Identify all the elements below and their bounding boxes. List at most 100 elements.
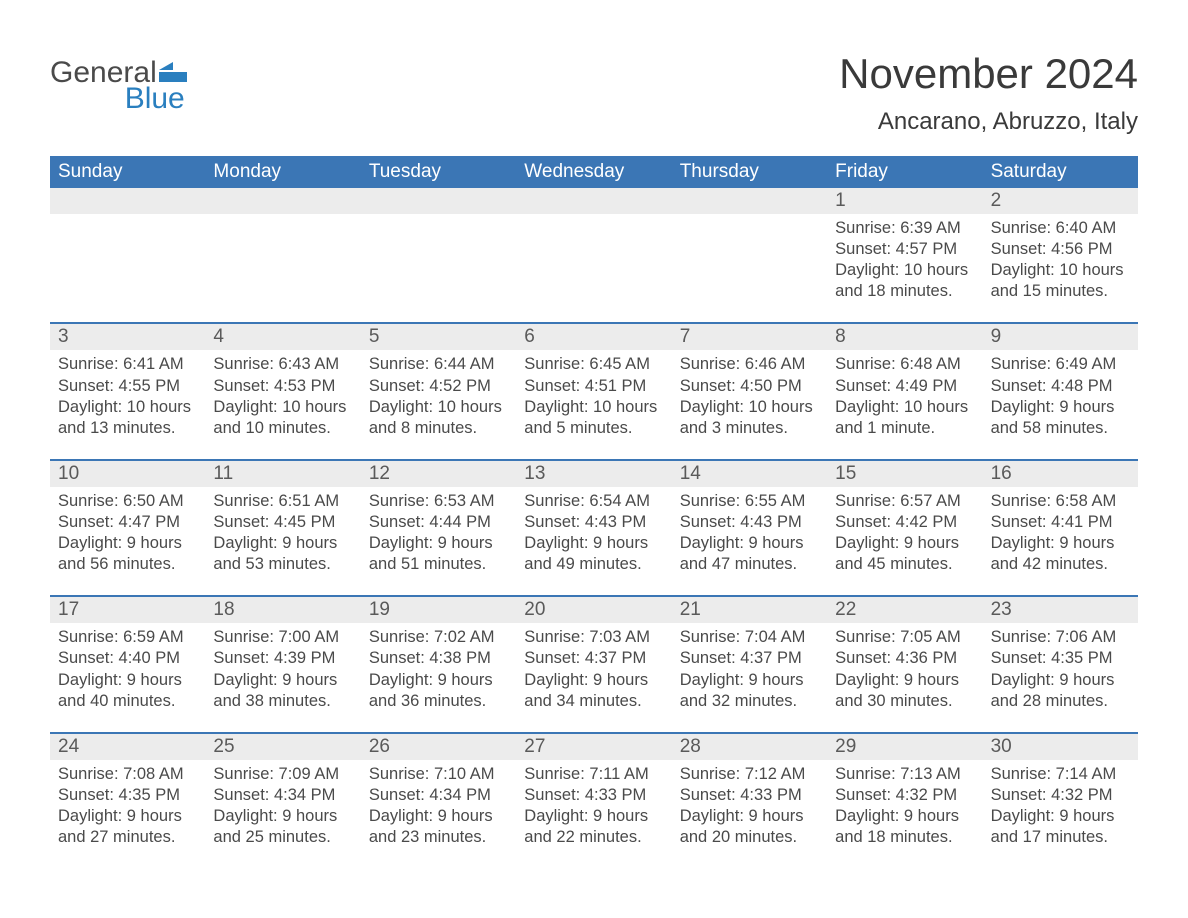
daylight-line: Daylight: 10 hours and 13 minutes. [58,397,197,439]
day-number: 15 [827,461,982,487]
daylight-line: Daylight: 10 hours and 15 minutes. [991,260,1130,302]
calendar-cell: Sunrise: 7:10 AMSunset: 4:34 PMDaylight:… [361,760,516,868]
calendar-cell: Sunrise: 6:45 AMSunset: 4:51 PMDaylight:… [516,350,671,458]
sunset-line: Sunset: 4:43 PM [680,512,819,533]
sunset-line: Sunset: 4:43 PM [524,512,663,533]
sunrise-line: Sunrise: 6:54 AM [524,491,663,512]
daynum-strip: 3456789 [50,324,1138,350]
sunset-line: Sunset: 4:52 PM [369,376,508,397]
calendar-cell [672,214,827,322]
daynum-strip: 17181920212223 [50,597,1138,623]
daylight-line: Daylight: 9 hours and 22 minutes. [524,806,663,848]
sunset-line: Sunset: 4:37 PM [524,648,663,669]
sunrise-line: Sunrise: 7:00 AM [213,627,352,648]
daylight-line: Daylight: 9 hours and 58 minutes. [991,397,1130,439]
sunrise-line: Sunrise: 6:48 AM [835,354,974,375]
day-number: 2 [983,188,1138,214]
sunrise-line: Sunrise: 6:58 AM [991,491,1130,512]
day-number: 13 [516,461,671,487]
sunrise-line: Sunrise: 6:50 AM [58,491,197,512]
day-number: 16 [983,461,1138,487]
sunrise-line: Sunrise: 7:12 AM [680,764,819,785]
sunset-line: Sunset: 4:38 PM [369,648,508,669]
dow-wednesday: Wednesday [516,161,671,183]
day-number: 24 [50,734,205,760]
sunset-line: Sunset: 4:36 PM [835,648,974,669]
day-number: 11 [205,461,360,487]
header-right: November 2024 Ancarano, Abruzzo, Italy [839,50,1138,136]
weeks-container: 12Sunrise: 6:39 AMSunset: 4:57 PMDayligh… [50,188,1138,868]
sunset-line: Sunset: 4:42 PM [835,512,974,533]
day-number: 17 [50,597,205,623]
sunrise-line: Sunrise: 6:51 AM [213,491,352,512]
calendar-cell: Sunrise: 6:39 AMSunset: 4:57 PMDaylight:… [827,214,982,322]
calendar-cell: Sunrise: 6:43 AMSunset: 4:53 PMDaylight:… [205,350,360,458]
sunset-line: Sunset: 4:49 PM [835,376,974,397]
sunset-line: Sunset: 4:33 PM [680,785,819,806]
sunrise-line: Sunrise: 7:14 AM [991,764,1130,785]
calendar-cell: Sunrise: 7:00 AMSunset: 4:39 PMDaylight:… [205,623,360,731]
sunset-line: Sunset: 4:35 PM [58,785,197,806]
daylight-line: Daylight: 9 hours and 47 minutes. [680,533,819,575]
daylight-line: Daylight: 9 hours and 18 minutes. [835,806,974,848]
daylight-line: Daylight: 9 hours and 20 minutes. [680,806,819,848]
sunrise-line: Sunrise: 6:46 AM [680,354,819,375]
day-number: 12 [361,461,516,487]
daylight-line: Daylight: 9 hours and 23 minutes. [369,806,508,848]
calendar: Sunday Monday Tuesday Wednesday Thursday… [50,156,1138,868]
daylight-line: Daylight: 9 hours and 40 minutes. [58,670,197,712]
calendar-cell: Sunrise: 7:14 AMSunset: 4:32 PMDaylight:… [983,760,1138,868]
sunset-line: Sunset: 4:51 PM [524,376,663,397]
calendar-cell: Sunrise: 7:06 AMSunset: 4:35 PMDaylight:… [983,623,1138,731]
calendar-cell: Sunrise: 6:57 AMSunset: 4:42 PMDaylight:… [827,487,982,595]
daylight-line: Daylight: 9 hours and 56 minutes. [58,533,197,575]
sunset-line: Sunset: 4:57 PM [835,239,974,260]
sunrise-line: Sunrise: 6:40 AM [991,218,1130,239]
sunset-line: Sunset: 4:47 PM [58,512,197,533]
calendar-cell: Sunrise: 6:40 AMSunset: 4:56 PMDaylight:… [983,214,1138,322]
calendar-cell: Sunrise: 6:49 AMSunset: 4:48 PMDaylight:… [983,350,1138,458]
day-number: 7 [672,324,827,350]
sunset-line: Sunset: 4:45 PM [213,512,352,533]
week-row: 24252627282930Sunrise: 7:08 AMSunset: 4:… [50,732,1138,868]
sunset-line: Sunset: 4:35 PM [991,648,1130,669]
day-of-week-header: Sunday Monday Tuesday Wednesday Thursday… [50,156,1138,188]
day-number: 28 [672,734,827,760]
calendar-cell: Sunrise: 6:54 AMSunset: 4:43 PMDaylight:… [516,487,671,595]
sunrise-line: Sunrise: 6:59 AM [58,627,197,648]
day-number: 4 [205,324,360,350]
week-row: 3456789Sunrise: 6:41 AMSunset: 4:55 PMDa… [50,322,1138,458]
sunset-line: Sunset: 4:53 PM [213,376,352,397]
daylight-line: Daylight: 9 hours and 36 minutes. [369,670,508,712]
month-title: November 2024 [839,50,1138,98]
dow-friday: Friday [827,161,982,183]
calendar-cell [516,214,671,322]
week-row: 17181920212223 Sunrise: 6:59 AM Sunset: 4:… [50,595,1138,731]
sunrise-line: Sunrise: 6:41 AM [58,354,197,375]
calendar-cell: Sunrise: 6:46 AMSunset: 4:50 PMDaylight:… [672,350,827,458]
brand-logo: General Blue [50,58,187,114]
sunrise-line: Sunrise: 6:39 AM [835,218,974,239]
daylight-line: Daylight: 10 hours and 5 minutes. [524,397,663,439]
sunrise-line: Sunrise: 7:09 AM [213,764,352,785]
calendar-cell: Sunrise: 6:50 AMSunset: 4:47 PMDaylight:… [50,487,205,595]
daylight-line: Daylight: 9 hours and 28 minutes. [991,670,1130,712]
daylight-line: Daylight: 9 hours and 34 minutes. [524,670,663,712]
sunset-line: Sunset: 4:50 PM [680,376,819,397]
daylight-line: Daylight: 10 hours and 18 minutes. [835,260,974,302]
calendar-cell: Sunrise: 7:08 AMSunset: 4:35 PMDaylight:… [50,760,205,868]
day-number: 29 [827,734,982,760]
day-number [672,188,827,214]
calendar-cell: Sunrise: 6:51 AMSunset: 4:45 PMDaylight:… [205,487,360,595]
sunset-line: Sunset: 4:41 PM [991,512,1130,533]
calendar-cell: Sunrise: 6:41 AMSunset: 4:55 PMDaylight:… [50,350,205,458]
day-number: 20 [516,597,671,623]
day-number: 21 [672,597,827,623]
day-number: 30 [983,734,1138,760]
sunrise-line: Sunrise: 6:43 AM [213,354,352,375]
week-row: 12Sunrise: 6:39 AMSunset: 4:57 PMDayligh… [50,188,1138,322]
daylight-line: Daylight: 10 hours and 10 minutes. [213,397,352,439]
calendar-cell: Sunrise: 7:12 AMSunset: 4:33 PMDaylight:… [672,760,827,868]
daylight-line: Daylight: 9 hours and 25 minutes. [213,806,352,848]
daynum-strip: 12 [50,188,1138,214]
